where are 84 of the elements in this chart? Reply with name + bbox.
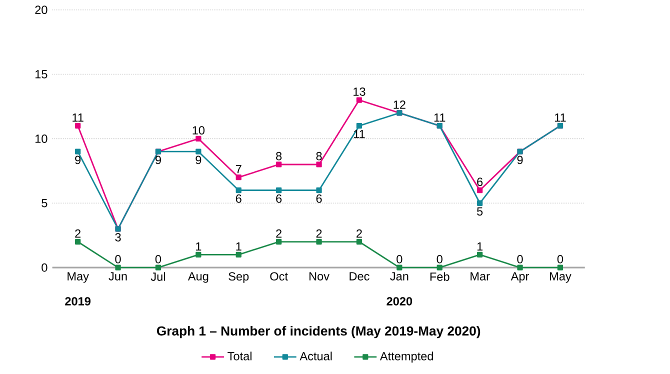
data-label: 11 [72, 114, 84, 122]
point [75, 239, 81, 245]
data-label: 9 [156, 156, 161, 164]
data-label: 9 [196, 156, 202, 164]
point [75, 148, 81, 155]
point [356, 123, 362, 129]
data-label: 11 [555, 114, 566, 122]
data-label: 11 [434, 114, 446, 122]
x-tick-label: Apr [510, 272, 530, 283]
text: 2019 [65, 297, 91, 306]
point [396, 264, 402, 270]
data-label: 1 [477, 242, 483, 251]
data-label: 10 [192, 126, 205, 135]
data-label: 2 [356, 229, 362, 238]
point [276, 162, 282, 168]
text: 2020 [386, 297, 412, 306]
data-label: 0 [155, 255, 162, 264]
y-tick-label: 10 [36, 134, 48, 143]
data-label: 9 [75, 156, 81, 164]
y-tick-label: 15 [36, 70, 48, 78]
x-tick-label: May [550, 272, 572, 283]
point [196, 252, 202, 258]
point [196, 136, 202, 142]
point [477, 252, 483, 258]
data-label: 2 [75, 229, 81, 238]
data-label: 0 [517, 255, 523, 264]
point [115, 264, 121, 270]
y-tick-label: 5 [42, 199, 48, 208]
data-label: 2 [316, 229, 322, 238]
point [316, 239, 322, 245]
point [316, 162, 322, 168]
legend-label: Total [228, 352, 252, 360]
data-label: 1 [196, 242, 202, 251]
point [75, 123, 81, 129]
x-tick-label: Aug [188, 272, 208, 283]
x-tick-label: Sep [228, 272, 249, 283]
point [276, 188, 282, 194]
x-tick-label: Oct [270, 272, 288, 281]
point [236, 174, 242, 180]
data-label: 0 [557, 255, 564, 264]
data-label: 6 [316, 194, 322, 203]
x-tick-label: Jan [390, 272, 408, 281]
x-tick-label: May [68, 272, 89, 283]
data-label: 0 [396, 255, 402, 264]
text: Graph 1 – Number of incidents (May 2019-May 2020) [156, 326, 480, 338]
point [477, 188, 483, 194]
data-label: 12 [394, 100, 406, 109]
data-label: 0 [436, 255, 442, 264]
data-label: 5 [477, 207, 483, 216]
data-label: 1 [236, 242, 242, 251]
y-tick-label: 20 [35, 6, 48, 14]
data-label: 8 [316, 152, 322, 160]
x-tick-label: Feb [430, 272, 450, 281]
legend-label: Actual [300, 352, 332, 360]
data-label: 6 [477, 178, 483, 186]
y-tick-label: 0 [42, 263, 48, 272]
x-tick-label: Mar [470, 272, 490, 281]
point [557, 264, 564, 270]
data-label: 2 [276, 229, 282, 238]
legend-label: Attempted [380, 352, 433, 363]
point [356, 97, 362, 103]
data-label: 3 [115, 233, 121, 242]
point [236, 188, 242, 194]
point [155, 264, 162, 270]
x-tick-label: Jul [150, 272, 165, 281]
data-label: 6 [236, 194, 242, 203]
point [517, 264, 523, 270]
point [477, 200, 483, 206]
point [436, 264, 442, 270]
x-tick-label: Jun [108, 272, 127, 281]
data-label: 6 [276, 194, 282, 203]
data-label: 7 [236, 165, 242, 174]
point [316, 188, 322, 194]
data-label: 13 [354, 88, 366, 96]
point [196, 148, 202, 155]
data-label: 8 [276, 152, 282, 160]
point [356, 239, 362, 245]
point [276, 239, 282, 245]
point [236, 252, 242, 258]
data-label: 0 [115, 255, 121, 264]
data-label: 11 [354, 130, 365, 138]
x-tick-label: Nov [309, 272, 330, 281]
data-label: 9 [517, 156, 523, 164]
x-tick-label: Dec [350, 272, 370, 281]
